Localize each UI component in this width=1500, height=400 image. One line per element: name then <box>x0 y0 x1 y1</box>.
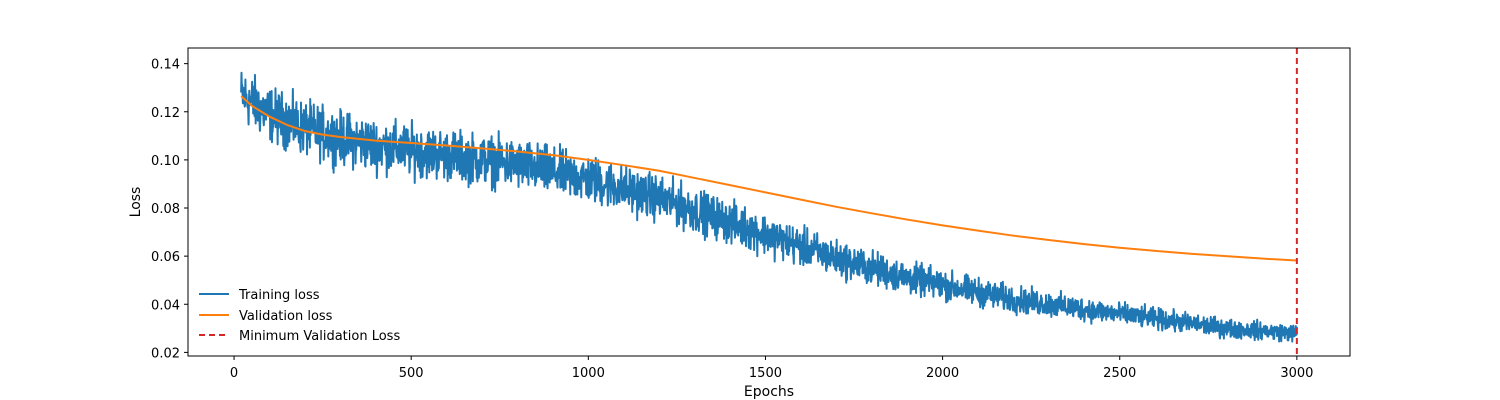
y-tick-label: 0.02 <box>151 346 180 361</box>
x-axis-ticks: 0 500 1000 1500 2000 2500 3000 <box>230 356 1313 381</box>
legend-training-label: Training loss <box>238 288 320 303</box>
x-tick-label: 1500 <box>749 366 782 381</box>
validation-loss-line <box>240 95 1297 262</box>
plot-area <box>240 48 1298 356</box>
legend-min-val-label: Minimum Validation Loss <box>239 329 400 344</box>
y-tick-label: 0.10 <box>151 154 180 169</box>
y-tick-label: 0.04 <box>151 298 180 313</box>
y-tick-label: 0.14 <box>151 58 180 73</box>
y-tick-label: 0.08 <box>151 202 180 217</box>
axes-frame <box>187 47 1351 357</box>
x-tick-label: 2500 <box>1103 366 1136 381</box>
y-tick-label: 0.12 <box>151 106 180 121</box>
y-tick-label: 0.06 <box>151 250 180 265</box>
training-loss-line <box>240 71 1298 343</box>
x-tick-label: 0 <box>230 366 238 381</box>
x-tick-label: 500 <box>399 366 424 381</box>
x-tick-label: 1000 <box>572 366 605 381</box>
y-axis-ticks: 0.02 0.04 0.06 0.08 0.10 0.12 0.14 <box>151 58 188 361</box>
y-axis-label: Loss <box>128 187 144 218</box>
legend: Training loss Validation loss Minimum Va… <box>199 288 400 344</box>
x-axis-label: Epochs <box>744 384 794 400</box>
x-tick-label: 2000 <box>926 366 959 381</box>
legend-validation-label: Validation loss <box>239 309 333 324</box>
x-tick-label: 3000 <box>1280 366 1313 381</box>
